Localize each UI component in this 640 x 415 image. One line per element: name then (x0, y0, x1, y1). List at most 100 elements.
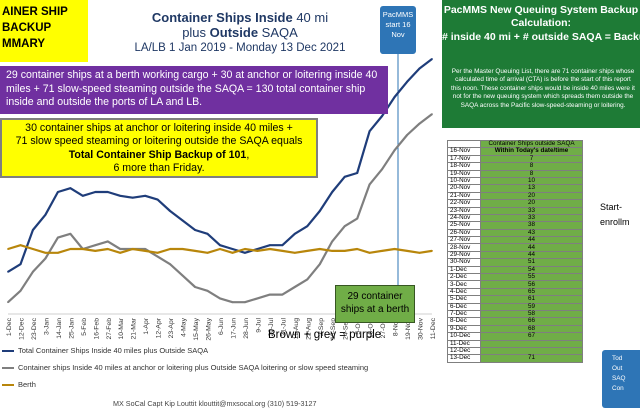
data-point (431, 58, 433, 60)
table-row: 18-Nov 8 (447, 162, 583, 171)
data-point (281, 293, 284, 296)
table-date-cell: 22-Nov (447, 199, 481, 208)
title-line1-bold: Container Ships Inside (151, 10, 293, 25)
pacmms-line3: Nov (391, 30, 405, 39)
data-point (69, 187, 72, 190)
data-point (406, 250, 408, 252)
table-value-cell (480, 339, 583, 348)
data-point (256, 250, 259, 252)
data-point (206, 289, 209, 292)
backup-total: Total Container Ship Backup of 101 (68, 148, 247, 161)
data-point (406, 80, 408, 83)
data-point (343, 175, 346, 178)
x-tick-label: 28-Jun (243, 318, 250, 339)
table-value-cell: 20 (480, 199, 583, 208)
x-tick-label: 1-Dec (6, 317, 13, 336)
data-point (231, 251, 234, 254)
total-callout: 29 container ships at a berth working ca… (0, 66, 388, 114)
x-tick-label: 14-Jan (56, 318, 63, 339)
data-point (356, 248, 359, 250)
data-point (144, 248, 147, 250)
data-point (231, 248, 234, 250)
outside-saqa-table: Container Ships outside SAQA 16-Nov Withi… (447, 139, 583, 363)
x-tick-label: 12-Dec (18, 317, 25, 340)
queuing-header-sub: Calculation: (510, 17, 572, 29)
x-tick-label: 20-Jul (268, 318, 275, 337)
backup-line3-rest: , (246, 148, 250, 161)
x-tick-label: 15-May (193, 317, 200, 340)
x-tick-label: 9-Jul (255, 318, 262, 333)
table-value-cell: 55 (480, 273, 583, 282)
backup-line2: 71 slow speed steaming or loitering outs… (15, 135, 303, 148)
data-point (356, 217, 359, 220)
data-point (293, 251, 296, 254)
data-point (7, 270, 9, 273)
legend-swatch-anchor (2, 366, 14, 369)
berth-callout: 29 container ships at a berth (335, 285, 415, 323)
table-value-cell: 61 (480, 295, 583, 304)
data-point (106, 240, 109, 243)
brown-grey-note: Brown + grey = purple (268, 329, 382, 341)
legend-item-anchor: Container ships Inside 40 miles at ancho… (0, 363, 368, 372)
data-point (194, 229, 197, 231)
data-point (381, 250, 383, 252)
table-row: 22-Nov 20 (447, 199, 583, 208)
side-text-line1: Start- (600, 202, 623, 212)
data-point (418, 251, 421, 254)
data-point (156, 255, 159, 258)
data-point (106, 248, 109, 250)
x-tick-label: 1-Apr (143, 317, 150, 334)
x-tick-label: 17-Jun (230, 318, 237, 339)
x-tick-label: 27-Feb (106, 318, 113, 340)
data-point (306, 278, 309, 281)
pacmms-line1: PacMMS (382, 10, 414, 19)
berth-callout-line1: 29 container (347, 291, 403, 302)
data-point (244, 251, 246, 254)
legend-label-anchor: Container ships Inside 40 miles at ancho… (18, 363, 369, 372)
data-point (144, 194, 147, 197)
table-value-cell: 44 (480, 236, 583, 245)
table-row: 13-Dec 71 (447, 354, 583, 363)
data-point (81, 248, 84, 250)
data-point (144, 250, 147, 252)
table-date-cell: 18-Nov (447, 162, 481, 171)
data-point (7, 301, 9, 304)
data-point (393, 149, 396, 152)
queuing-header: PacMMS New Queuing System Backup Calcula… (442, 0, 640, 62)
data-point (94, 250, 97, 252)
x-tick-label: 3-Jan (43, 318, 50, 335)
x-tick-label: 19-Nov (405, 317, 412, 340)
table-value-cell: 67 (480, 332, 583, 341)
x-tick-label: 27-Oct (380, 318, 387, 339)
data-point (281, 244, 284, 247)
data-point (269, 244, 271, 247)
data-point (306, 250, 309, 252)
data-point (381, 115, 383, 117)
data-point (156, 251, 159, 254)
legend-swatch-total (2, 349, 14, 352)
table-value-cell: 8 (480, 162, 583, 171)
data-point (244, 301, 246, 304)
data-point (194, 250, 197, 252)
data-point (44, 257, 47, 260)
table-row: 5-Dec 61 (447, 295, 583, 304)
table-row: 8-Dec 66 (447, 317, 583, 326)
legend-item-total: Total Container Ships Inside 40 miles pl… (0, 346, 208, 355)
data-point (418, 122, 421, 125)
table-date-cell: 13-Dec (447, 354, 481, 363)
data-point (94, 191, 97, 193)
data-point (32, 229, 34, 231)
data-point (194, 286, 197, 288)
x-tick-label: 11-Dec (430, 317, 437, 339)
x-tick-label: 6-Jun (218, 318, 225, 335)
data-point (368, 183, 371, 186)
x-tick-label: 10-Mar (118, 317, 125, 339)
x-tick-label: 8-Nov (393, 317, 400, 336)
queuing-header-title: PacMMS New Queuing System Backup (443, 4, 639, 16)
data-point (393, 96, 396, 98)
pacmms-start-marker: PacMMS start 16 Nov (380, 6, 416, 54)
table-row: 30-Nov 51 (447, 258, 583, 267)
chart-title: Container Ships Inside 40 mi plus Outsid… (100, 10, 380, 54)
table-value-cell: 71 (480, 354, 583, 363)
table-row: 3-Dec 56 (447, 280, 583, 289)
